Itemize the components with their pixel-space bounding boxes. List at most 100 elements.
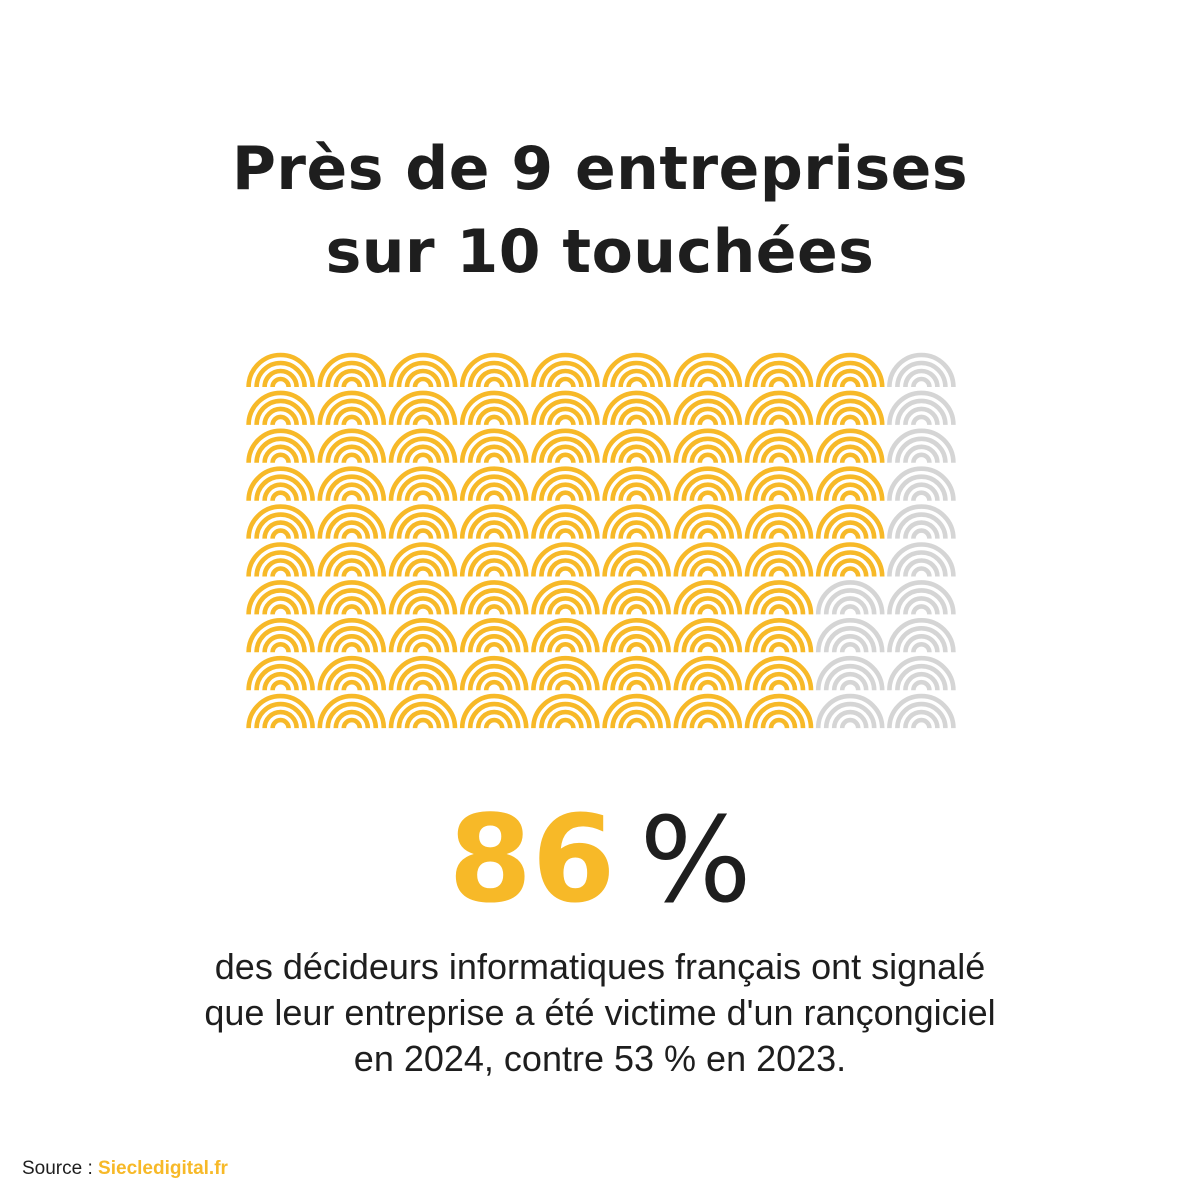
- rainbow-arc-icon: [555, 528, 576, 539]
- waffle-cell-filled: [602, 504, 671, 539]
- waffle-cell-filled: [815, 352, 885, 388]
- rainbow-arc-icon: [815, 466, 885, 501]
- description-line-1: des décideurs informatiques français ont…: [214, 946, 986, 987]
- rainbow-arc-icon: [317, 428, 387, 463]
- rainbow-arc-icon: [459, 655, 529, 691]
- rainbow-arc-icon: [531, 466, 600, 501]
- rainbow-arc-icon: [317, 390, 387, 425]
- rainbow-arc-icon: [404, 406, 442, 426]
- rainbow-arc-icon: [396, 701, 450, 729]
- rainbow-arc-icon: [911, 642, 932, 653]
- waffle-cell-filled: [388, 352, 458, 388]
- waffle-cell-filled: [246, 693, 315, 729]
- rainbow-arc-icon: [752, 626, 806, 653]
- rainbow-arc-icon: [325, 436, 379, 463]
- rainbow-arc-icon: [689, 520, 727, 539]
- rainbow-arc-icon: [618, 709, 655, 729]
- rainbow-arc-icon: [483, 452, 505, 464]
- rainbow-arc-icon: [531, 580, 600, 615]
- rainbow-arc-icon: [887, 428, 956, 463]
- waffle-cell-filled: [317, 390, 387, 426]
- rainbow-arc-icon: [744, 428, 814, 463]
- rainbow-arc-icon: [839, 528, 861, 539]
- rainbow-arc-icon: [911, 717, 932, 729]
- rainbow-arc-icon: [823, 588, 877, 615]
- rainbow-arc-icon: [626, 604, 647, 615]
- rainbow-arc-icon: [459, 504, 529, 539]
- rainbow-arc-icon: [547, 634, 584, 653]
- rainbow-arc-icon: [689, 368, 727, 388]
- waffle-cell-filled: [531, 542, 600, 577]
- rainbow-arc-icon: [831, 482, 869, 501]
- rainbow-arc-icon: [689, 709, 727, 729]
- rainbow-arc-icon: [333, 368, 371, 388]
- waffle-cell-filled: [246, 655, 315, 691]
- rainbow-arc-icon: [412, 642, 434, 653]
- rainbow-arc-icon: [262, 520, 299, 539]
- waffle-cell-filled: [815, 390, 885, 426]
- rainbow-arc-icon: [911, 376, 932, 388]
- rainbow-arc-icon: [768, 604, 790, 615]
- rainbow-arc-icon: [539, 474, 592, 501]
- rainbow-arc-icon: [412, 604, 434, 615]
- rainbow-arc-icon: [887, 542, 956, 577]
- waffle-cell-filled: [673, 352, 743, 388]
- waffle-cell-filled: [602, 466, 671, 502]
- waffle-cell-filled: [459, 428, 529, 464]
- waffle-cell-filled: [246, 618, 315, 653]
- rainbow-arc-icon: [610, 588, 663, 615]
- rainbow-arc-icon: [262, 596, 299, 615]
- rainbow-arc-icon: [555, 642, 576, 653]
- rainbow-arc-icon: [325, 588, 379, 615]
- rainbow-arc-icon: [752, 360, 806, 388]
- rainbow-arc-icon: [341, 717, 363, 729]
- rainbow-arc-icon: [823, 398, 877, 426]
- rainbow-arc-icon: [815, 655, 885, 691]
- rainbow-arc-icon: [602, 466, 671, 501]
- rainbow-arc-icon: [254, 663, 307, 691]
- rainbow-arc-icon: [752, 588, 806, 615]
- waffle-cell-filled: [602, 580, 671, 615]
- rainbow-arc-icon: [760, 520, 798, 539]
- rainbow-arc-icon: [815, 542, 885, 577]
- waffle-cell-filled: [815, 428, 885, 464]
- rainbow-arc-icon: [887, 580, 956, 615]
- rainbow-arc-icon: [689, 634, 727, 653]
- rainbow-arc-icon: [768, 452, 790, 464]
- rainbow-arc-icon: [531, 504, 600, 539]
- rainbow-arc-icon: [467, 550, 521, 577]
- rainbow-arc-icon: [760, 368, 798, 388]
- waffle-cell-filled: [459, 693, 529, 729]
- rainbow-arc-icon: [555, 679, 576, 691]
- rainbow-arc-icon: [483, 376, 505, 388]
- rainbow-arc-icon: [475, 482, 513, 501]
- rainbow-arc-icon: [396, 360, 450, 388]
- rainbow-arc-icon: [903, 406, 940, 426]
- rainbow-arc-icon: [325, 701, 379, 729]
- rainbow-arc-icon: [752, 512, 806, 539]
- rainbow-arc-icon: [903, 482, 940, 501]
- waffle-cell-filled: [317, 352, 387, 388]
- rainbow-arc-icon: [681, 436, 735, 463]
- rainbow-arc-icon: [602, 542, 671, 577]
- waffle-cell-filled: [246, 504, 315, 539]
- rainbow-arc-icon: [459, 542, 529, 577]
- source-link[interactable]: Siecledigital.fr: [98, 1158, 228, 1179]
- rainbow-arc-icon: [815, 390, 885, 425]
- rainbow-arc-icon: [689, 596, 727, 615]
- rainbow-arc-icon: [697, 679, 719, 691]
- rainbow-arc-icon: [531, 655, 600, 691]
- waffle-cell-filled: [531, 466, 600, 502]
- rainbow-arc-icon: [895, 512, 948, 539]
- rainbow-arc-icon: [412, 717, 434, 729]
- rainbow-arc-icon: [839, 414, 861, 426]
- rainbow-arc-icon: [270, 528, 291, 539]
- rainbow-arc-icon: [325, 398, 379, 426]
- rainbow-arc-icon: [887, 504, 956, 539]
- waffle-cell-filled: [388, 618, 458, 653]
- rainbow-arc-icon: [697, 717, 719, 729]
- waffle-cell-filled: [815, 466, 885, 502]
- rainbow-arc-icon: [895, 663, 948, 691]
- rainbow-arc-icon: [531, 390, 600, 425]
- rainbow-arc-icon: [681, 512, 735, 539]
